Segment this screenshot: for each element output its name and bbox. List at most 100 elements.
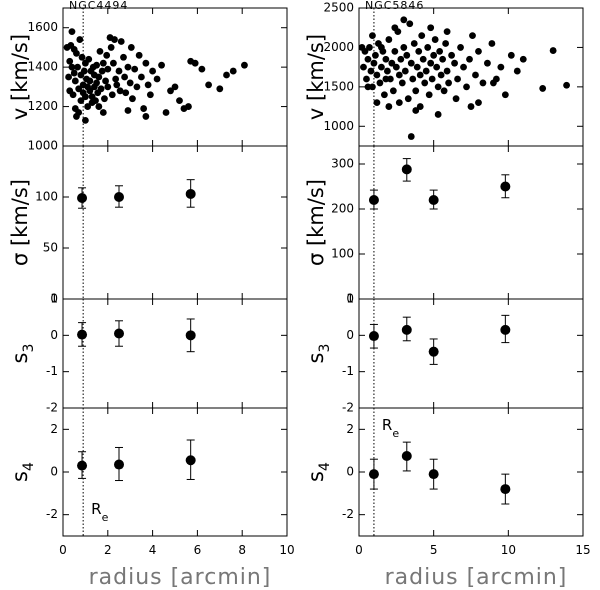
y-axis-label: s4 xyxy=(8,462,37,482)
y-tick-label: -2 xyxy=(46,507,58,521)
velocity-point xyxy=(364,55,372,63)
velocity-point xyxy=(479,79,487,87)
s3-point xyxy=(368,331,379,342)
y-tick-label: 1 xyxy=(346,292,354,306)
x-tick-label: 0 xyxy=(355,543,363,557)
velocity-point xyxy=(117,38,125,45)
velocity-point xyxy=(167,87,174,95)
velocity-point xyxy=(407,59,415,67)
s4-point xyxy=(185,455,196,466)
velocity-point xyxy=(497,63,505,71)
velocity-point xyxy=(140,105,148,112)
velocity-point xyxy=(373,99,381,107)
velocity-point xyxy=(383,67,391,75)
s4-point xyxy=(500,484,511,495)
velocity-point xyxy=(97,85,105,93)
y-tick-label: 0 xyxy=(346,292,354,306)
x-tick-label: 10 xyxy=(501,543,516,557)
sigma-point xyxy=(77,193,88,204)
velocity-point xyxy=(488,40,496,47)
y-axis-label: s3 xyxy=(8,344,37,364)
velocity-point xyxy=(86,77,94,85)
velocity-point xyxy=(372,51,379,59)
y-tick-label: -1 xyxy=(46,364,58,378)
velocity-point xyxy=(153,75,161,83)
velocity-point xyxy=(406,20,414,28)
velocity-point xyxy=(92,97,99,105)
velocity-point xyxy=(367,67,375,75)
velocity-point xyxy=(82,93,89,101)
velocity-point xyxy=(424,44,432,51)
velocity-point xyxy=(416,71,424,79)
velocity-point xyxy=(430,51,438,59)
velocity-point xyxy=(448,51,455,59)
velocity-point xyxy=(363,75,370,83)
velocity-point xyxy=(74,63,81,71)
y-tick-label: 2500 xyxy=(323,1,354,15)
velocity-point xyxy=(135,51,143,59)
velocity-point xyxy=(469,32,476,39)
velocity-point xyxy=(68,28,76,36)
velocity-point xyxy=(395,99,403,107)
y-tick-label: 1000 xyxy=(323,119,354,133)
s3-point xyxy=(428,346,439,357)
velocity-point xyxy=(475,47,482,55)
velocity-point xyxy=(84,103,92,110)
velocity-point xyxy=(113,81,121,89)
ngc5846-panel-s4: -2 0 2 s4 xyxy=(304,407,584,537)
s4-point xyxy=(401,451,412,461)
velocity-point xyxy=(457,44,464,51)
velocity-point xyxy=(86,87,94,95)
velocity-point xyxy=(71,77,79,85)
velocity-point xyxy=(205,81,213,89)
velocity-point xyxy=(466,55,473,63)
x-tick-label: 5 xyxy=(430,543,438,557)
sigma-point xyxy=(368,195,379,205)
velocity-point xyxy=(539,85,547,92)
velocity-point xyxy=(373,71,381,79)
velocity-point xyxy=(70,69,78,77)
velocity-point xyxy=(138,73,145,81)
velocity-point xyxy=(378,63,385,71)
velocity-point xyxy=(443,67,451,75)
velocity-point xyxy=(131,65,139,73)
velocity-point xyxy=(122,89,130,97)
velocity-point xyxy=(102,77,109,85)
y-tick-label: 300 xyxy=(331,157,354,171)
sigma-point xyxy=(185,188,196,199)
velocity-point xyxy=(419,55,427,63)
x-tick-label: 10 xyxy=(279,543,294,557)
y-tick-label: 2000 xyxy=(323,40,354,54)
velocity-point xyxy=(93,61,100,69)
velocity-point xyxy=(410,40,418,47)
velocity-point xyxy=(104,65,112,73)
velocity-point xyxy=(95,73,103,81)
velocity-point xyxy=(144,81,152,89)
velocity-point xyxy=(69,91,77,99)
velocity-point xyxy=(364,83,372,91)
velocity-point xyxy=(124,107,132,114)
velocity-point xyxy=(391,47,399,55)
velocity-point xyxy=(434,83,442,91)
ngc5846-title: NGC5846 xyxy=(365,0,424,12)
y-tick-label: 2 xyxy=(50,422,58,436)
velocity-point xyxy=(422,67,430,75)
velocity-point xyxy=(413,63,421,71)
panel-frame xyxy=(358,298,584,409)
ngc4494-panel-s4: -2 0 2 s4 xyxy=(8,407,288,537)
velocity-point xyxy=(82,116,89,124)
y-tick-label: 0 xyxy=(50,328,58,342)
velocity-point xyxy=(120,53,127,61)
velocity-point xyxy=(389,87,397,95)
y-axis-label: s3 xyxy=(304,344,333,364)
velocity-point xyxy=(198,65,206,73)
velocity-point xyxy=(434,111,442,118)
velocity-point xyxy=(385,36,393,43)
y-tick-label: -2 xyxy=(342,401,354,415)
velocity-point xyxy=(415,47,423,55)
velocity-point xyxy=(382,75,390,83)
y-tick-label: 50 xyxy=(43,241,58,255)
velocity-point xyxy=(110,59,117,67)
y-tick-label: -2 xyxy=(46,401,58,415)
